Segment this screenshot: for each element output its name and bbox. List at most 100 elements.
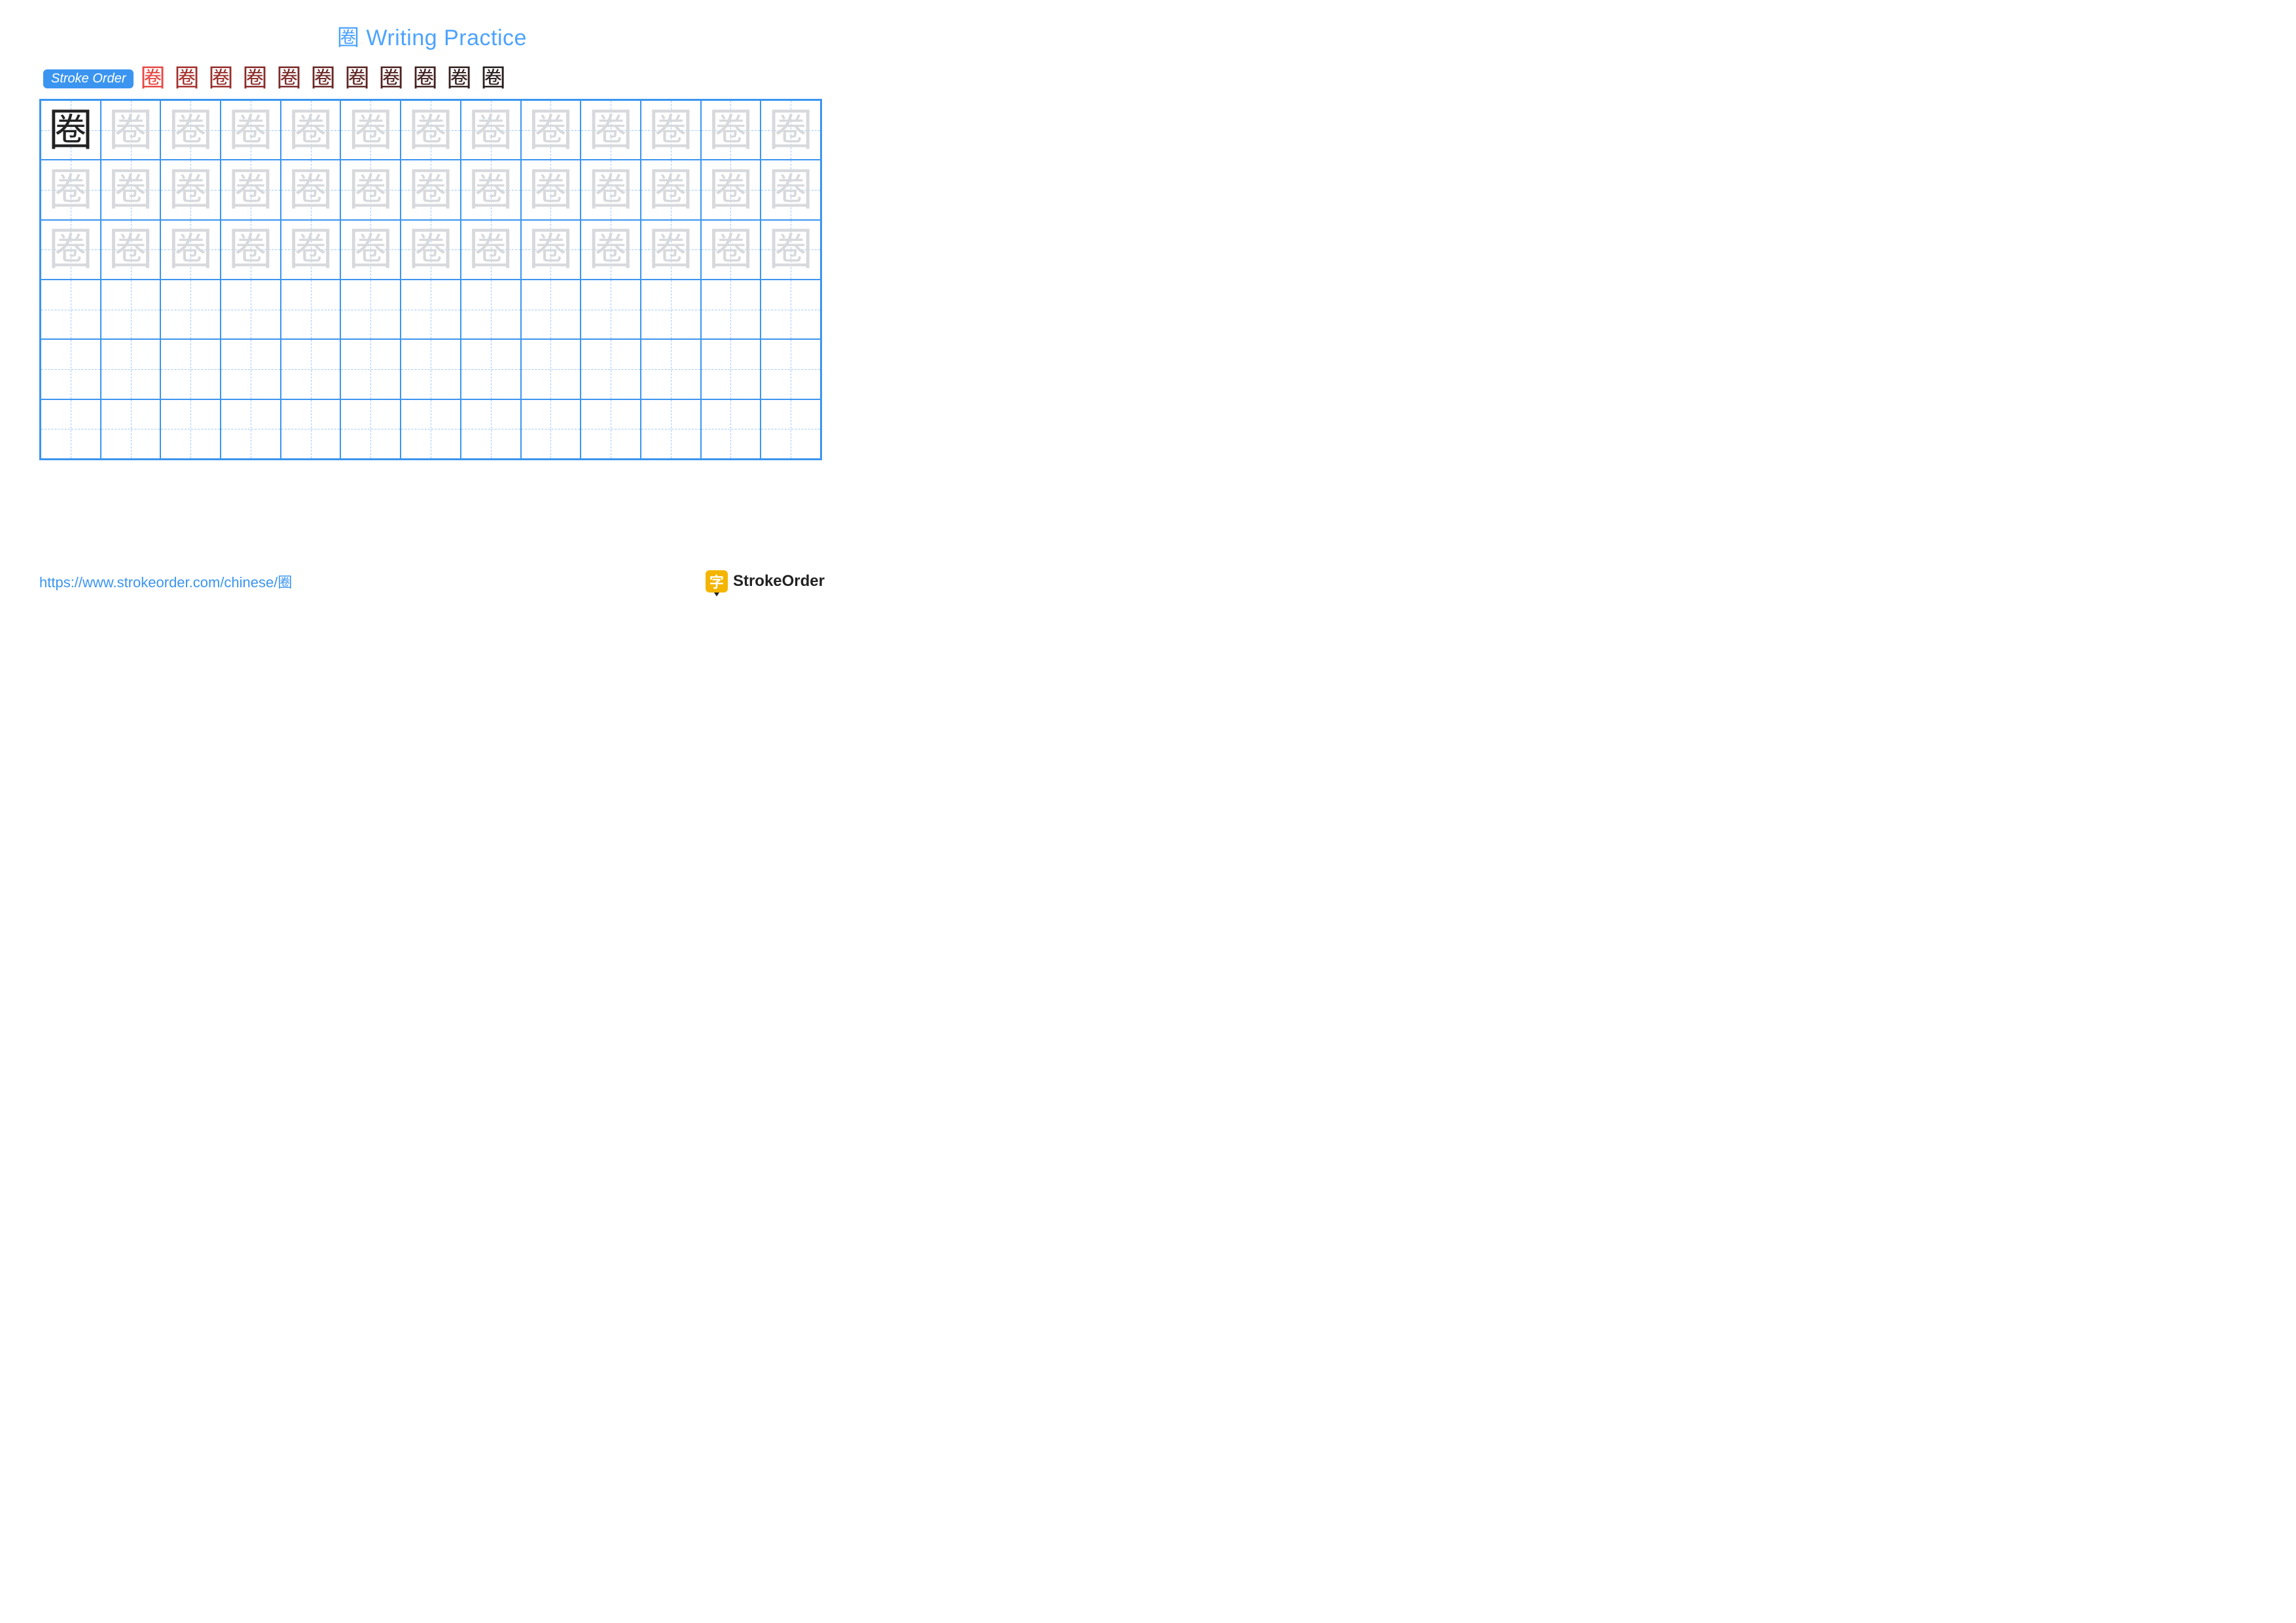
trace-char: 圈 <box>168 227 213 272</box>
grid-cell: 圈 <box>221 220 281 280</box>
trace-char: 圈 <box>469 168 513 212</box>
grid-cell <box>461 399 521 459</box>
trace-char: 圈 <box>588 168 633 212</box>
grid-cell: 圈 <box>701 220 761 280</box>
grid-cell: 圈 <box>221 100 281 160</box>
trace-char: 圈 <box>708 168 753 212</box>
grid-cell: 圈 <box>41 100 101 160</box>
grid-cell: 圈 <box>521 220 581 280</box>
grid-cell: 圈 <box>761 100 821 160</box>
trace-char: 圈 <box>408 168 453 212</box>
trace-char: 圈 <box>289 108 333 153</box>
trace-char: 圈 <box>469 108 513 153</box>
grid-cell <box>641 399 701 459</box>
grid-cell: 圈 <box>340 160 401 219</box>
grid-cell <box>641 280 701 339</box>
trace-char: 圈 <box>708 108 753 153</box>
grid-cell <box>101 399 161 459</box>
grid-cell <box>581 399 641 459</box>
grid-cell: 圈 <box>281 100 341 160</box>
grid-cell: 圈 <box>701 160 761 219</box>
grid-cell <box>581 280 641 339</box>
trace-char: 圈 <box>228 168 273 212</box>
grid-cell: 圈 <box>521 100 581 160</box>
grid-cell <box>221 399 281 459</box>
grid-cell: 圈 <box>581 220 641 280</box>
grid-cell <box>581 339 641 399</box>
trace-char: 圈 <box>109 108 153 153</box>
grid-cell <box>340 399 401 459</box>
grid-cell <box>521 339 581 399</box>
grid-cell: 圈 <box>641 100 701 160</box>
grid-cell <box>521 280 581 339</box>
trace-char: 圈 <box>348 108 393 153</box>
grid-cell <box>461 280 521 339</box>
trace-char: 圈 <box>649 108 693 153</box>
grid-cell <box>41 280 101 339</box>
trace-char: 圈 <box>588 227 633 272</box>
grid-cell: 圈 <box>281 160 341 219</box>
stroke-step: 圈 <box>481 66 506 91</box>
logo-text: StrokeOrder <box>733 572 825 591</box>
stroke-step: 圈 <box>345 66 370 91</box>
grid-cell <box>761 339 821 399</box>
grid-cell <box>401 399 461 459</box>
stroke-steps: 圈圈圈圈圈圈圈圈圈圈圈 <box>140 66 505 91</box>
stroke-step: 圈 <box>413 66 438 91</box>
trace-char: 圈 <box>588 108 633 153</box>
trace-char: 圈 <box>228 227 273 272</box>
grid-cell: 圈 <box>461 100 521 160</box>
trace-char: 圈 <box>528 227 573 272</box>
trace-char: 圈 <box>528 108 573 153</box>
grid-cell <box>221 339 281 399</box>
trace-char: 圈 <box>708 227 753 272</box>
trace-char: 圈 <box>768 227 813 272</box>
trace-char: 圈 <box>48 108 93 153</box>
grid-cell: 圈 <box>401 100 461 160</box>
grid-cell <box>160 399 221 459</box>
grid-cell <box>340 339 401 399</box>
stroke-order-badge: Stroke Order <box>43 69 134 88</box>
logo: 字 StrokeOrder <box>706 570 825 593</box>
grid-cell <box>160 339 221 399</box>
grid-cell: 圈 <box>160 160 221 219</box>
grid-cell: 圈 <box>581 100 641 160</box>
grid-cell <box>221 280 281 339</box>
grid-cell <box>101 280 161 339</box>
trace-char: 圈 <box>649 227 693 272</box>
trace-char: 圈 <box>109 227 153 272</box>
stroke-step: 圈 <box>175 66 200 91</box>
grid-cell: 圈 <box>101 160 161 219</box>
grid-cell <box>761 399 821 459</box>
trace-char: 圈 <box>348 227 393 272</box>
grid-cell <box>160 280 221 339</box>
trace-char: 圈 <box>348 168 393 212</box>
grid-cell <box>701 339 761 399</box>
trace-char: 圈 <box>649 168 693 212</box>
practice-grid: 圈圈圈圈圈圈圈圈圈圈圈圈圈圈圈圈圈圈圈圈圈圈圈圈圈圈圈圈圈圈圈圈圈圈圈圈圈圈圈 <box>39 99 822 460</box>
grid-cell: 圈 <box>761 160 821 219</box>
source-url: https://www.strokeorder.com/chinese/圈 <box>39 571 292 592</box>
grid-cell: 圈 <box>41 220 101 280</box>
grid-cell: 圈 <box>101 220 161 280</box>
trace-char: 圈 <box>109 168 153 212</box>
stroke-step: 圈 <box>209 66 234 91</box>
grid-cell: 圈 <box>281 220 341 280</box>
trace-char: 圈 <box>768 108 813 153</box>
trace-char: 圈 <box>168 108 213 153</box>
grid-cell: 圈 <box>461 220 521 280</box>
trace-char: 圈 <box>289 227 333 272</box>
grid-cell: 圈 <box>41 160 101 219</box>
trace-char: 圈 <box>768 168 813 212</box>
grid-cell <box>401 339 461 399</box>
grid-cell: 圈 <box>461 160 521 219</box>
grid-cell <box>701 399 761 459</box>
grid-cell <box>701 280 761 339</box>
trace-char: 圈 <box>48 168 93 212</box>
grid-cell <box>401 280 461 339</box>
grid-cell: 圈 <box>221 160 281 219</box>
trace-char: 圈 <box>528 168 573 212</box>
grid-cell: 圈 <box>160 100 221 160</box>
grid-cell: 圈 <box>160 220 221 280</box>
stroke-step: 圈 <box>447 66 472 91</box>
